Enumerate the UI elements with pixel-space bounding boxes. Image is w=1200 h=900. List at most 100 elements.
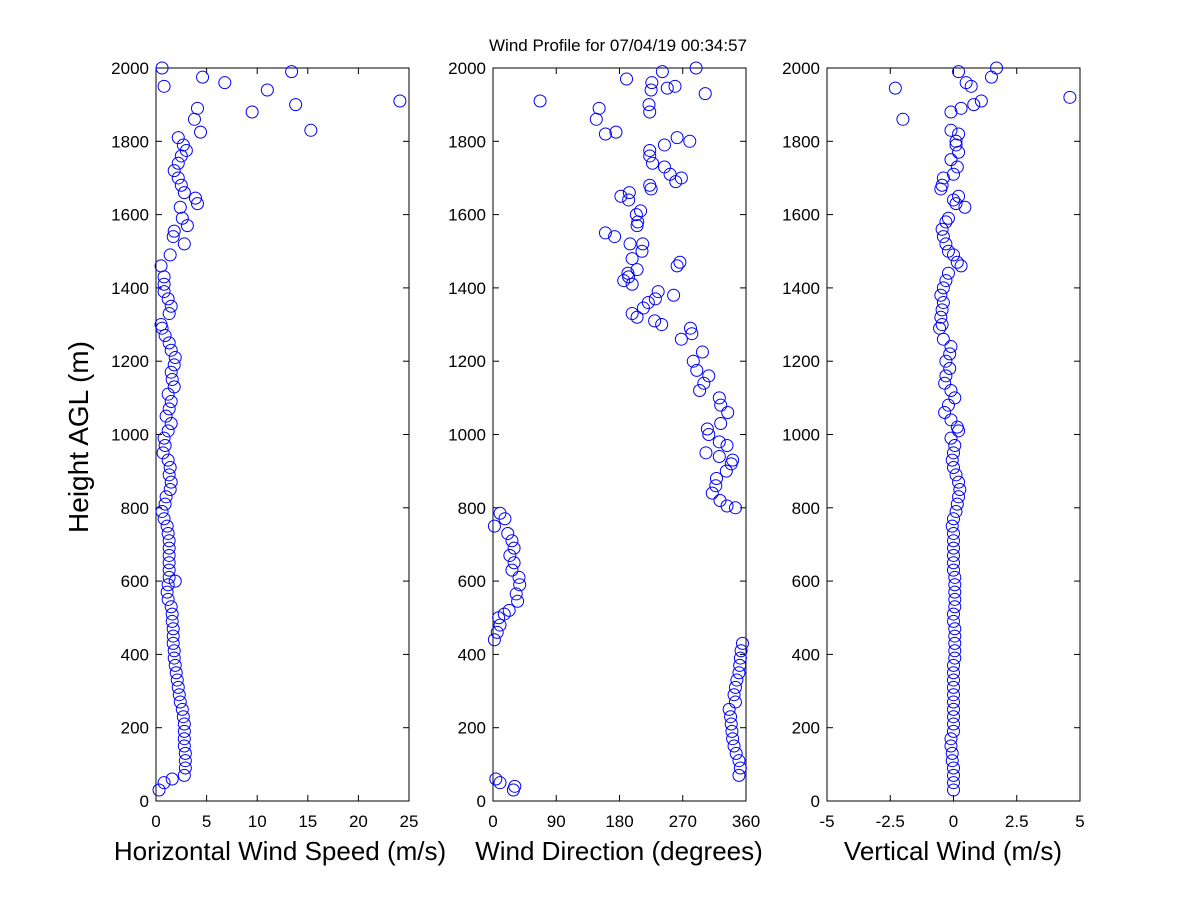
- speed-x-axis-label: Horizontal Wind Speed (m/s): [114, 836, 446, 866]
- speed-data-point: [162, 541, 176, 555]
- speed-data-point: [159, 409, 173, 423]
- vertical-data-point: [948, 651, 962, 665]
- direction-data-point: [645, 76, 659, 90]
- direction-data-point: [625, 307, 639, 321]
- direction-data-point: [720, 438, 734, 452]
- vertical-data-point: [948, 585, 962, 599]
- speed-data-point: [166, 230, 180, 244]
- vertical-data-point: [952, 490, 966, 504]
- speed-data-point: [304, 123, 318, 137]
- direction-data-point: [724, 717, 738, 731]
- vertical-data-point: [947, 761, 960, 775]
- vertical-data-point: [952, 475, 966, 489]
- direction-data-point: [695, 345, 709, 359]
- direction-data-point: [732, 768, 746, 782]
- vertical-data-point: [947, 460, 960, 474]
- direction-data-point: [609, 125, 623, 139]
- direction-y-tick-label: 1600: [448, 206, 486, 225]
- direction-data-point: [509, 587, 523, 601]
- direction-data-point: [683, 134, 697, 148]
- vertical-data-point: [947, 446, 960, 460]
- vertical-data-point: [953, 482, 967, 496]
- speed-data-point: [158, 329, 172, 343]
- direction-data-point: [625, 277, 639, 291]
- vertical-data-point: [1063, 90, 1077, 104]
- direction-y-tick-label: 1800: [448, 132, 486, 151]
- vertical-y-tick-label: 1400: [782, 279, 820, 298]
- vertical-data-point: [954, 101, 968, 115]
- direction-data-point: [643, 105, 657, 119]
- speed-data-point: [177, 724, 191, 738]
- vertical-data-point: [947, 768, 960, 782]
- speed-data-point: [167, 358, 181, 372]
- speed-data-point: [161, 387, 175, 401]
- speed-data-point: [163, 460, 177, 474]
- direction-data-point: [735, 636, 749, 650]
- vertical-data-point: [948, 570, 962, 584]
- speed-y-axis-label: Height AGL (m): [63, 341, 94, 533]
- vertical-y-tick-label: 1000: [782, 426, 820, 445]
- vertical-data-point: [947, 724, 960, 738]
- speed-data-point: [187, 112, 201, 126]
- direction-data-point: [501, 526, 515, 540]
- vertical-data-point: [990, 61, 1004, 75]
- direction-data-point: [487, 633, 501, 647]
- vertical-data-point: [947, 695, 960, 709]
- speed-data-point: [164, 417, 178, 431]
- direction-data-point: [503, 548, 517, 562]
- direction-y-tick-label: 1400: [448, 279, 486, 298]
- speed-data-point: [157, 512, 171, 526]
- direction-data-point: [505, 534, 519, 548]
- direction-data-point: [592, 101, 606, 115]
- speed-data-point: [177, 739, 191, 753]
- direction-data-point: [493, 776, 507, 790]
- speed-data-point: [166, 629, 180, 643]
- direction-data-point: [502, 603, 516, 617]
- speed-data-point: [168, 351, 182, 365]
- vertical-data-point: [950, 160, 964, 174]
- speed-data-point: [165, 772, 179, 786]
- direction-data-point: [714, 398, 728, 412]
- direction-data-point: [648, 292, 662, 306]
- vertical-x-tick-label: 2.5: [1005, 812, 1029, 831]
- vertical-data-point: [947, 658, 960, 672]
- speed-data-point: [170, 673, 184, 687]
- direction-data-point: [629, 208, 643, 222]
- speed-data-point: [164, 343, 178, 357]
- vertical-data-point: [948, 622, 962, 636]
- direction-data-point: [589, 112, 603, 126]
- speed-data-point: [178, 761, 192, 775]
- speed-data-point: [162, 402, 176, 416]
- speed-data-point: [285, 65, 299, 79]
- direction-y-tick-label: 600: [458, 572, 486, 591]
- direction-data-point: [622, 186, 636, 200]
- direction-data-point: [643, 149, 657, 163]
- speed-y-tick-label: 600: [121, 572, 149, 591]
- speed-data-point: [154, 259, 168, 273]
- direction-data-point: [712, 435, 726, 449]
- vertical-data-point: [941, 244, 955, 258]
- direction-data-point: [489, 772, 503, 786]
- speed-data-point: [162, 570, 176, 584]
- speed-data-point: [162, 468, 176, 482]
- speed-data-point: [161, 578, 175, 592]
- vertical-y-tick-label: 0: [811, 792, 820, 811]
- direction-data-point: [705, 486, 719, 500]
- speed-data-point: [157, 270, 171, 284]
- speed-data-point: [161, 424, 175, 438]
- speed-data-point: [157, 277, 171, 291]
- speed-y-tick-label: 1800: [111, 132, 149, 151]
- vertical-data-point: [888, 81, 902, 95]
- direction-data-point: [643, 178, 657, 192]
- vertical-data-point: [933, 321, 947, 335]
- direction-y-tick-label: 200: [458, 719, 486, 738]
- vertical-data-point: [947, 717, 960, 731]
- direction-data-point: [617, 274, 631, 288]
- direction-data-point: [668, 79, 682, 93]
- direction-data-point: [598, 226, 612, 240]
- direction-data-point: [726, 453, 740, 467]
- direction-data-point: [636, 237, 650, 251]
- vertical-data-point: [936, 332, 950, 346]
- vertical-data-point: [945, 519, 959, 533]
